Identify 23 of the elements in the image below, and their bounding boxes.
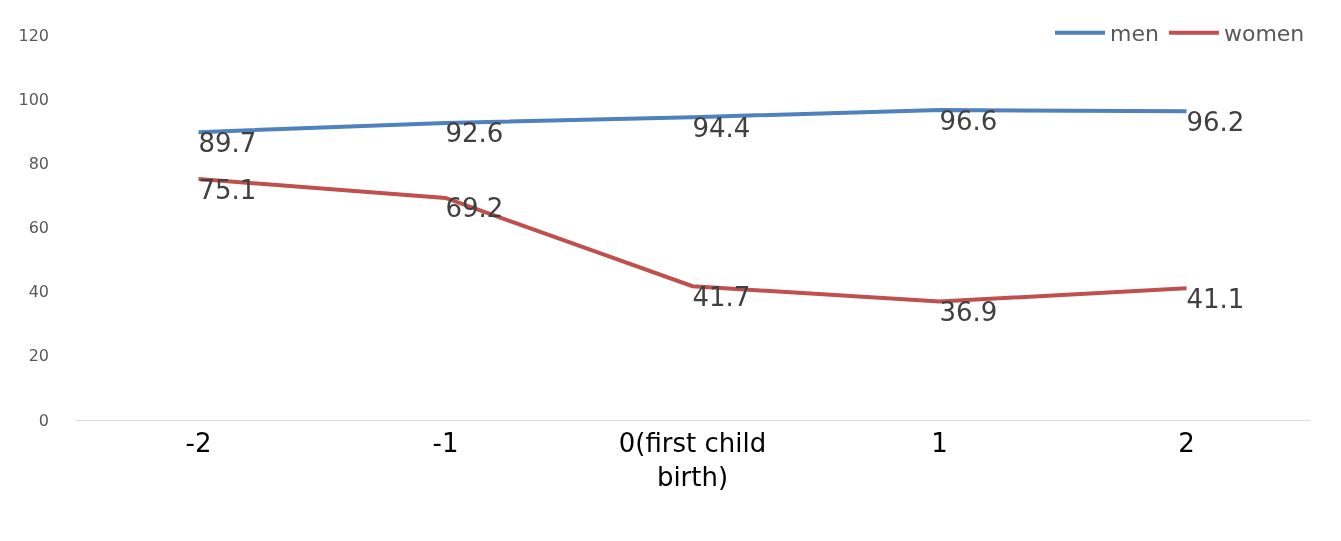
- x-tick-label: -2: [185, 428, 212, 459]
- y-tick-label: 0: [38, 410, 49, 430]
- y-tick-label: 40: [28, 282, 49, 302]
- data-label: 41.7: [692, 281, 751, 312]
- y-tick-label: 100: [18, 89, 49, 109]
- x-tick-label: 0(first child birth): [618, 428, 767, 492]
- x-tick-label: -1: [432, 428, 459, 459]
- data-label: 41.1: [1186, 283, 1245, 314]
- legend-label: men: [1110, 21, 1159, 47]
- y-tick-label: 120: [18, 25, 49, 45]
- x-tick-label: 2: [1178, 428, 1195, 459]
- data-label: 96.6: [939, 105, 998, 136]
- y-tick-label: 20: [28, 346, 49, 366]
- data-label: 36.9: [939, 297, 998, 328]
- y-tick-label: 80: [28, 153, 49, 173]
- data-label: 89.7: [198, 127, 257, 158]
- x-tick-label: 1: [931, 428, 948, 459]
- data-label: 92.6: [445, 118, 504, 149]
- data-label: 96.2: [1186, 106, 1245, 137]
- legend-label: women: [1223, 21, 1305, 47]
- data-label: 94.4: [692, 112, 751, 143]
- y-tick-label: 60: [28, 218, 49, 238]
- data-label: 75.1: [198, 174, 257, 205]
